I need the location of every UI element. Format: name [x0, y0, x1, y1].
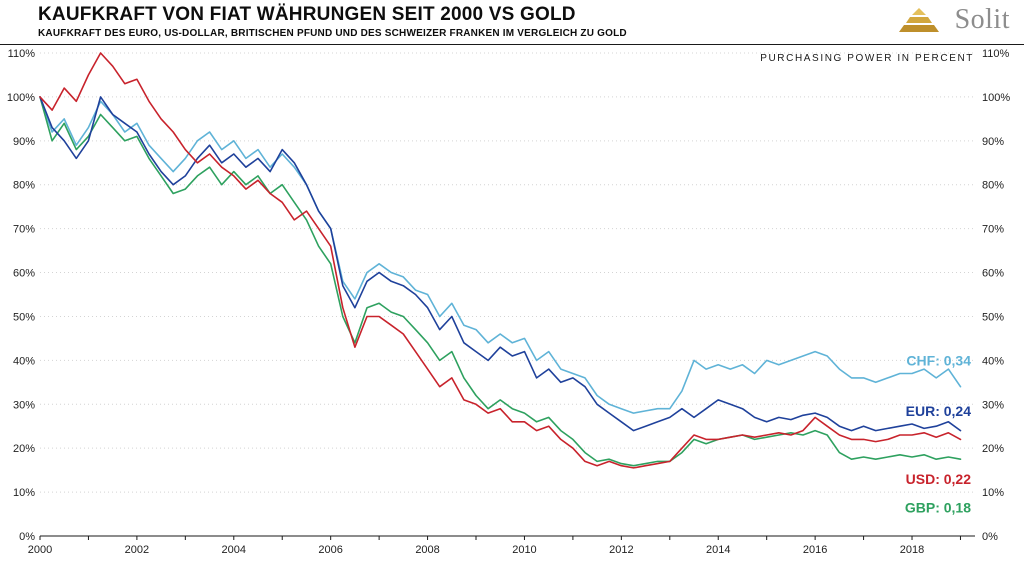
y-axis-label-right: 90% [982, 136, 1004, 148]
series-end-label-gbp: GBP: 0,18 [905, 499, 971, 515]
series-line-chf [39, 96, 962, 414]
y-axis-label-right: 110% [982, 48, 1010, 60]
title-block: KAUFKRAFT VON FIAT WÄHRUNGEN SEIT 2000 V… [38, 4, 627, 39]
y-axis-label-left: 70% [13, 224, 35, 236]
x-axis-label: 2002 [125, 544, 149, 556]
brand-name: Solit [954, 4, 1010, 35]
x-axis-label: 2010 [512, 544, 536, 556]
x-axis-label: 2008 [415, 544, 439, 556]
series-line-gbp [39, 96, 962, 467]
y-axis-label-right: 0% [982, 531, 998, 543]
x-axis-label: 2018 [900, 544, 924, 556]
x-axis-label: 2012 [609, 544, 633, 556]
series-line-usd [39, 52, 962, 469]
brand-logo: Solit [893, 2, 1010, 38]
header: KAUFKRAFT VON FIAT WÄHRUNGEN SEIT 2000 V… [0, 0, 1024, 44]
x-axis-label: 2014 [706, 544, 730, 556]
y-axis-label-left: 60% [13, 268, 35, 280]
y-axis-label-left: 110% [8, 48, 36, 60]
page-subtitle: KAUFKRAFT DES EURO, US-DOLLAR, BRITISCHE… [38, 28, 627, 39]
y-axis-label-left: 80% [13, 180, 35, 192]
y-axis-label-left: 90% [13, 136, 35, 148]
y-axis-label-right: 30% [982, 399, 1004, 411]
y-axis-label-right: 40% [982, 355, 1004, 367]
series-line-eur [39, 96, 962, 432]
x-axis-label: 2016 [803, 544, 827, 556]
series-end-label-usd: USD: 0,22 [906, 471, 972, 487]
chart-canvas: 0% 0% 10% 10% 20% 20% 30% 30% 40% 40% 50% 50% 60% 60%… [7, 48, 1010, 556]
y-axis-label-right: 10% [982, 487, 1004, 499]
y-axis-label-right: 100% [982, 92, 1010, 104]
y-axis-label-right: 20% [982, 443, 1004, 455]
y-axis-label-right: 80% [982, 180, 1004, 192]
y-axis-label-left: 10% [13, 487, 35, 499]
y-axis-label-right: 70% [982, 224, 1004, 236]
chart-note: PURCHASING POWER IN PERCENT [760, 53, 974, 64]
page-title: KAUFKRAFT VON FIAT WÄHRUNGEN SEIT 2000 V… [38, 4, 576, 25]
y-axis-label-right: 60% [982, 268, 1004, 280]
y-axis-label-left: 100% [7, 92, 35, 104]
y-axis-label-right: 50% [982, 311, 1004, 323]
chart: PURCHASING POWER IN PERCENT 0% 0% 10% 10% 20… [0, 45, 1024, 561]
y-axis-label-left: 30% [13, 399, 35, 411]
series-end-label-eur: EUR: 0,24 [906, 403, 972, 419]
series-end-label-chf: CHF: 0,34 [906, 352, 971, 368]
y-axis-label-left: 50% [13, 311, 35, 323]
y-axis-label-left: 0% [19, 531, 35, 543]
y-axis-label-left: 20% [13, 443, 35, 455]
pyramid-icon [898, 8, 939, 32]
header-divider [0, 44, 1024, 45]
x-axis-label: 2000 [28, 544, 52, 556]
x-axis-label: 2006 [318, 544, 342, 556]
y-axis-label-left: 40% [13, 355, 35, 367]
x-axis-label: 2004 [222, 544, 246, 556]
